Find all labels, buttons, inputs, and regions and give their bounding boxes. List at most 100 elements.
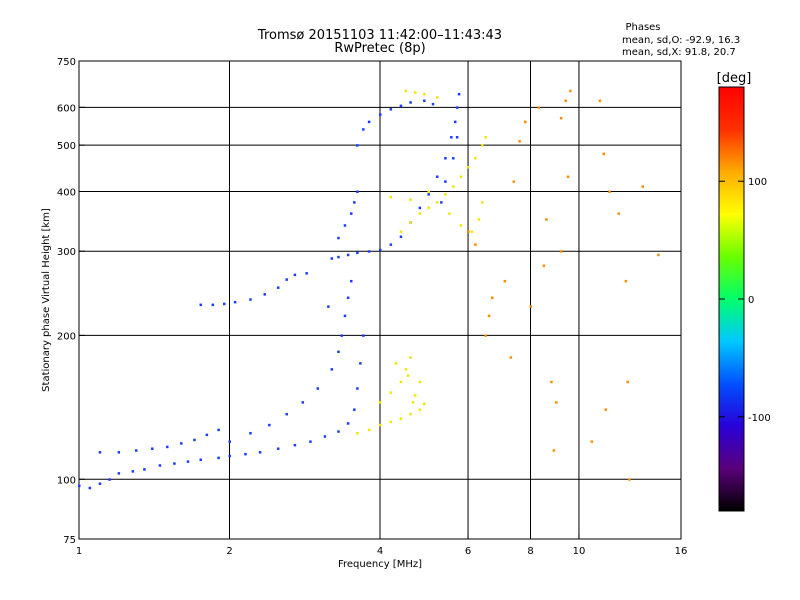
x-echo-point — [399, 230, 403, 233]
x-echo-point — [423, 92, 426, 96]
o-echo-point — [268, 423, 271, 427]
scatter-point — [566, 175, 570, 178]
phases-heading: Phases — [625, 22, 660, 33]
o-echo-point — [356, 387, 359, 390]
x-echo-point — [474, 157, 477, 160]
x-echo-point — [418, 380, 422, 384]
y-tick-label: 200 — [57, 331, 76, 342]
o-echo-point — [108, 478, 111, 481]
o-echo-point — [353, 201, 356, 204]
x-echo-point — [467, 166, 470, 169]
x-axis-label: Frequency [MHz] — [338, 559, 422, 570]
o-echo-point — [455, 136, 459, 139]
scatter-point — [512, 180, 516, 183]
x-echo-point — [399, 417, 403, 421]
o-echo-point — [293, 443, 297, 447]
o-echo-point — [217, 428, 220, 432]
x-echo-point — [411, 401, 415, 404]
o-echo-point — [359, 362, 362, 365]
o-echo-point — [346, 422, 350, 425]
o-echo-point — [431, 102, 435, 106]
scatter-point — [564, 99, 568, 103]
y-tick-label: 400 — [57, 187, 76, 198]
o-echo-point — [276, 447, 280, 450]
x-tick-label: 16 — [675, 546, 688, 557]
o-echo-point — [249, 298, 252, 301]
o-echo-point — [199, 458, 203, 461]
o-echo-point — [455, 106, 459, 109]
x-echo-point — [452, 185, 455, 188]
scatter-point — [602, 152, 606, 156]
o-echo-point — [193, 438, 196, 442]
x-echo-point — [448, 212, 451, 215]
x-tick-label: 10 — [573, 546, 586, 557]
scatter-point — [509, 356, 513, 359]
o-echo-point — [356, 190, 359, 193]
y-tick-label: 300 — [57, 247, 76, 258]
o-echo-point — [285, 412, 288, 416]
o-echo-point — [323, 435, 327, 438]
phases-x-stats: mean, sd,X: 91.8, 20.7 — [622, 47, 736, 58]
o-echo-point — [88, 486, 92, 490]
scatter-point — [624, 279, 628, 283]
scatter-point — [550, 380, 553, 384]
y-tick-label: 100 — [57, 475, 76, 486]
y-tick-label: 75 — [63, 535, 76, 546]
o-echo-point — [423, 99, 426, 103]
x-echo-point — [444, 193, 447, 196]
o-echo-point — [440, 201, 443, 204]
o-echo-point — [367, 120, 371, 124]
o-echo-point — [337, 350, 340, 354]
o-echo-point — [340, 334, 343, 337]
colorbar-tick-label: 0 — [748, 295, 754, 306]
x-echo-point — [367, 428, 371, 432]
o-echo-point — [211, 303, 215, 307]
o-echo-point — [457, 92, 461, 96]
x-echo-point — [394, 362, 398, 365]
scatter-point — [604, 408, 607, 411]
x-echo-point — [379, 401, 382, 404]
o-echo-point — [98, 482, 102, 485]
x-echo-point — [427, 206, 430, 210]
o-echo-point — [350, 279, 353, 283]
scatter-point — [641, 185, 644, 188]
o-echo-point — [205, 433, 209, 437]
o-echo-point — [452, 157, 455, 160]
o-echo-point — [173, 462, 176, 465]
scatter-point — [555, 401, 558, 404]
x-echo-point — [414, 91, 417, 94]
y-axis-ticks: 75 100 200 300 400 500 600 750 — [57, 57, 85, 546]
o-echo-point — [350, 212, 353, 215]
x-echo-point — [418, 212, 422, 215]
o-echo-point — [362, 128, 365, 131]
o-echo-point — [362, 334, 365, 337]
x-echo-point — [484, 136, 487, 139]
scatter-point — [559, 116, 563, 120]
o-echo-point — [180, 442, 183, 445]
o-echo-point — [217, 456, 220, 460]
x-echo-point — [389, 420, 393, 424]
o-echo-point — [389, 108, 393, 111]
data-points — [78, 89, 660, 490]
o-echo-point — [117, 451, 121, 454]
o-echo-point — [353, 408, 356, 411]
scatter-point — [524, 120, 527, 124]
scatter-point — [598, 99, 602, 103]
o-echo-point — [131, 470, 135, 473]
o-echo-point — [356, 144, 359, 147]
x-echo-point — [481, 144, 484, 147]
colorbar-tick-label: -100 — [748, 413, 771, 424]
o-echo-point — [337, 430, 340, 433]
x-echo-point — [389, 195, 393, 199]
scatter-point — [518, 140, 521, 143]
o-echo-point — [367, 250, 371, 253]
o-echo-point — [379, 248, 382, 252]
x-echo-point — [477, 218, 481, 221]
scatter-point — [487, 314, 491, 318]
x-echo-point — [435, 96, 439, 99]
colorbar-ticks: 100 0 -100 — [719, 177, 771, 424]
scatter-point — [552, 449, 556, 452]
y-tick-label: 500 — [57, 141, 76, 152]
o-echo-point — [249, 431, 252, 435]
o-echo-point — [98, 451, 102, 454]
